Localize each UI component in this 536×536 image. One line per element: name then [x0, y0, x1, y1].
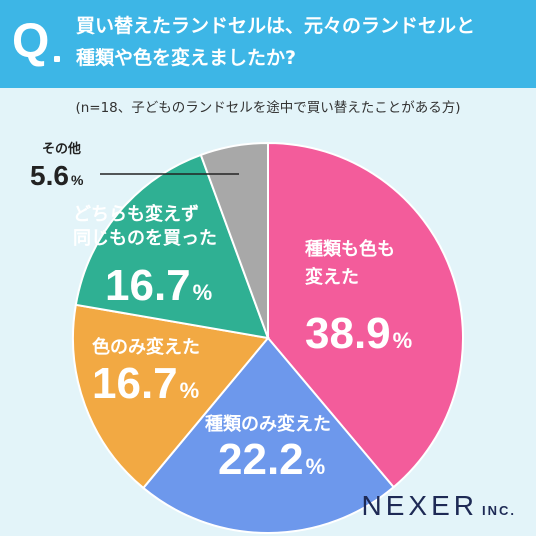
pie-slice-3 — [74, 153, 270, 340]
question-line-1: 買い替えたランドセルは、元々のランドセルと — [76, 15, 476, 37]
slice-category-label: その他 — [42, 141, 81, 157]
pie-slice-1 — [141, 336, 396, 534]
slice-value-label: 5.6% — [30, 160, 84, 191]
slice-value-unit: % — [393, 328, 413, 353]
q-mark: Q — [12, 15, 50, 68]
question-header: Q 買い替えたランドセルは、元々のランドセルと 種類や色を変えましたか? — [0, 0, 536, 88]
slice-value-unit: % — [180, 378, 200, 403]
slice-category-label: 種類のみ変えた — [205, 413, 331, 435]
slice-value-unit: % — [306, 454, 326, 479]
sample-note: (n=18、子どものランドセルを途中で買い替えたことがある方) — [75, 100, 461, 116]
slice-value-unit: % — [71, 172, 84, 188]
slice-category-label: 変えた — [305, 266, 359, 288]
pie-slice-0 — [267, 141, 464, 489]
slice-category-label: 色のみ変えた — [92, 336, 200, 358]
slice-value-unit: % — [193, 280, 213, 305]
brand-suffix: INC. — [482, 503, 516, 518]
slice-category-label: 同じものを買った — [73, 228, 217, 249]
brand-logo: NEXER INC. — [362, 490, 516, 522]
pie-slice-4 — [199, 141, 269, 339]
slice-category-label: 種類も色も — [305, 238, 395, 260]
brand-name: NEXER — [361, 490, 478, 521]
pie-slice-2 — [72, 303, 270, 490]
q-dot — [54, 56, 60, 62]
slice-category-label: どちらも変えず — [73, 203, 199, 225]
question-text: 買い替えたランドセルは、元々のランドセルと 種類や色を変えましたか? — [76, 10, 528, 74]
slice-value-label: 16.7% — [92, 359, 199, 408]
pie-slices — [72, 141, 464, 534]
question-line-2: 種類や色を変えましたか? — [76, 47, 297, 69]
slice-label-4: その他 5.6% — [30, 141, 84, 191]
